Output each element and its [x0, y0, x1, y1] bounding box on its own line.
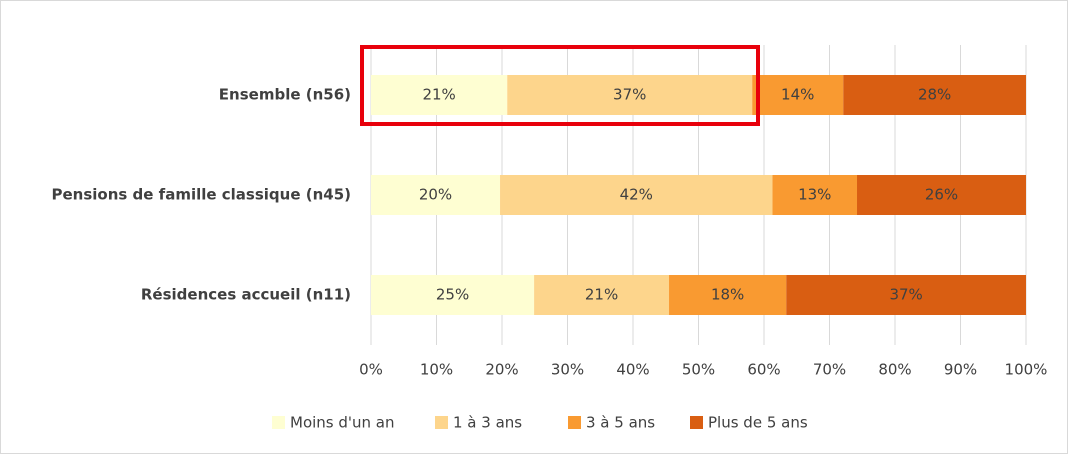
highlight-box — [360, 45, 760, 126]
data-label: 42% — [620, 186, 653, 204]
category-label: Pensions de famille classique (n45) — [51, 186, 351, 204]
data-label: 37% — [889, 286, 922, 304]
data-label: 20% — [419, 186, 452, 204]
x-tick-label: 80% — [878, 361, 911, 379]
data-label: 21% — [422, 86, 455, 104]
data-label: 37% — [613, 86, 646, 104]
data-label: 18% — [711, 286, 744, 304]
x-tick-label: 90% — [944, 361, 977, 379]
legend-label: 1 à 3 ans — [453, 414, 522, 432]
data-label: 25% — [436, 286, 469, 304]
bar-segment — [752, 75, 844, 115]
category-label: Résidences accueil (n11) — [141, 286, 351, 304]
bar-segment — [371, 275, 535, 315]
bar-segment — [772, 175, 858, 215]
legend-label: 3 à 5 ans — [586, 414, 655, 432]
bar-segment — [371, 175, 501, 215]
legend-swatch — [272, 416, 285, 429]
data-label: 14% — [781, 86, 814, 104]
x-tick-label: 100% — [1005, 361, 1048, 379]
bars: 21% 37% 14% 28% 20% 42% 13% 26% 25% 21% 18% 37% — [371, 75, 1026, 315]
data-label: 28% — [918, 86, 951, 104]
bar-segment — [786, 275, 1026, 315]
category-label: Ensemble (n56) — [219, 86, 351, 104]
bar-segment — [507, 75, 753, 115]
bar-segment — [371, 75, 508, 115]
x-tick-label: 40% — [616, 361, 649, 379]
x-tick-label: 70% — [813, 361, 846, 379]
bar-segment — [534, 275, 670, 315]
legend-label: Plus de 5 ans — [708, 414, 808, 432]
x-tick-label: 10% — [420, 361, 453, 379]
data-label: 13% — [798, 186, 831, 204]
data-label: 21% — [585, 286, 618, 304]
legend-label: Moins d'un an — [290, 414, 395, 432]
x-tick-label: 20% — [485, 361, 518, 379]
x-tick-label: 50% — [682, 361, 715, 379]
bar-segment — [500, 175, 773, 215]
legend-swatch — [690, 416, 703, 429]
x-tick-label: 60% — [747, 361, 780, 379]
data-label: 26% — [925, 186, 958, 204]
bar-segment — [669, 275, 787, 315]
bar-segment — [843, 75, 1026, 115]
bar-segment — [857, 175, 1026, 215]
legend-swatch — [435, 416, 448, 429]
x-tick-label: 30% — [551, 361, 584, 379]
x-tick-label: 0% — [359, 361, 383, 379]
legend-swatch — [568, 416, 581, 429]
